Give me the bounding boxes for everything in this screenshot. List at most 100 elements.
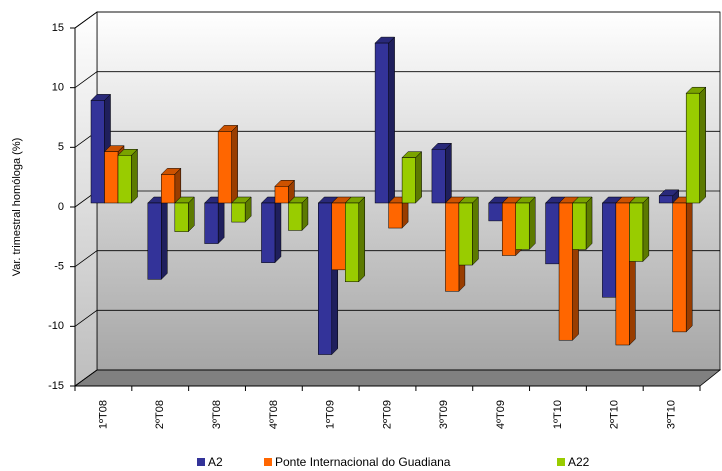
x-tick-label: 2ºT09 — [381, 400, 393, 429]
bar-front — [488, 202, 503, 222]
bar — [287, 196, 309, 232]
bar — [160, 167, 182, 204]
bar-side — [161, 196, 168, 280]
bar-side — [131, 148, 138, 204]
bar-front — [274, 186, 289, 204]
bar — [458, 196, 480, 266]
x-tick-label: 4ºT09 — [495, 400, 507, 429]
bar-front — [615, 202, 630, 346]
bar — [685, 86, 707, 204]
bar — [147, 196, 168, 280]
bar-front — [685, 92, 700, 204]
grid-line — [74, 309, 720, 327]
bar-front — [174, 202, 189, 232]
bar-front — [374, 42, 389, 204]
y-tick-label: 0 — [58, 201, 64, 213]
bar-side — [685, 196, 693, 333]
bar-side — [274, 196, 282, 264]
bar-front — [161, 174, 176, 204]
legend-swatch — [197, 458, 205, 466]
bar — [274, 179, 296, 204]
x-tick-label: 1ºT09 — [325, 400, 337, 429]
bar-front — [318, 202, 333, 355]
y-tick-label: 5 — [58, 141, 64, 153]
bar-front — [401, 157, 416, 204]
bar — [344, 196, 366, 283]
bar-front — [431, 149, 446, 204]
bar — [571, 196, 593, 251]
x-tick-label: 1ºT10 — [552, 400, 564, 429]
bar-side — [415, 151, 422, 204]
bar-side — [358, 196, 366, 283]
bar — [672, 196, 693, 333]
bar-side — [217, 196, 225, 245]
bar — [515, 196, 536, 251]
bar-front — [288, 202, 303, 231]
y-tick-label: 10 — [52, 82, 64, 94]
bar-side — [642, 196, 650, 263]
y-axis-label: Var. trimestral homóloga (%) — [11, 138, 23, 277]
bar-front — [231, 202, 246, 223]
bar-side — [388, 36, 395, 204]
y-tick-label: -10 — [48, 320, 64, 332]
bar — [628, 196, 650, 263]
bar-front — [658, 195, 673, 204]
bar-front — [629, 202, 644, 262]
bar — [401, 151, 423, 204]
x-tick-label: 1ºT08 — [97, 400, 109, 429]
bar-front — [515, 202, 530, 250]
x-tick-label: 3ºT10 — [665, 400, 677, 429]
x-tick-label: 2ºT10 — [609, 400, 621, 429]
legend-label: A22 — [568, 455, 590, 469]
y-tick-label: -15 — [48, 380, 64, 392]
bar — [117, 148, 139, 204]
bar — [231, 196, 252, 223]
bar — [431, 142, 453, 204]
bar — [204, 196, 225, 245]
bar-front — [90, 100, 105, 204]
bar-side — [231, 124, 238, 204]
bar — [260, 196, 282, 264]
bar-front — [545, 202, 560, 265]
bar — [217, 124, 239, 204]
bar-side — [585, 196, 593, 251]
bar-front — [388, 202, 403, 229]
bar-front — [672, 202, 687, 333]
bar-front — [458, 202, 473, 266]
bar-front — [104, 151, 119, 204]
bar-front — [558, 202, 573, 341]
bar-front — [572, 202, 587, 250]
bar-front — [204, 202, 219, 244]
bar-front — [345, 202, 360, 283]
bar-side — [472, 196, 479, 266]
x-tick-label: 4ºT08 — [268, 400, 280, 429]
bar — [174, 196, 195, 233]
bar-front — [217, 131, 232, 204]
floor — [73, 369, 722, 387]
bar — [658, 189, 680, 204]
bar-front — [501, 202, 516, 256]
bar-side — [445, 142, 452, 204]
bar — [374, 36, 396, 204]
legend-swatch — [557, 458, 565, 466]
bar-front — [117, 155, 132, 204]
bar-front — [445, 202, 460, 292]
y-tick-label: 15 — [52, 22, 64, 34]
bar-front — [602, 202, 617, 298]
bar-side — [528, 196, 536, 251]
x-tick-label: 2ºT08 — [154, 400, 166, 429]
bar-front — [331, 202, 346, 271]
x-tick-label: 3ºT09 — [438, 400, 450, 429]
bar-side — [699, 86, 706, 204]
grid-line — [74, 369, 720, 387]
grid-line — [74, 71, 720, 88]
legend-label: A2 — [208, 455, 223, 469]
grid-line — [74, 11, 720, 29]
bar-front — [261, 202, 276, 263]
legend-swatch — [264, 458, 272, 466]
y-tick-label: -5 — [54, 261, 64, 273]
legend-label: Ponte Internacional do Guadiana — [275, 455, 451, 469]
bar-front — [147, 202, 162, 280]
x-tick-label: 3ºT08 — [211, 400, 223, 429]
